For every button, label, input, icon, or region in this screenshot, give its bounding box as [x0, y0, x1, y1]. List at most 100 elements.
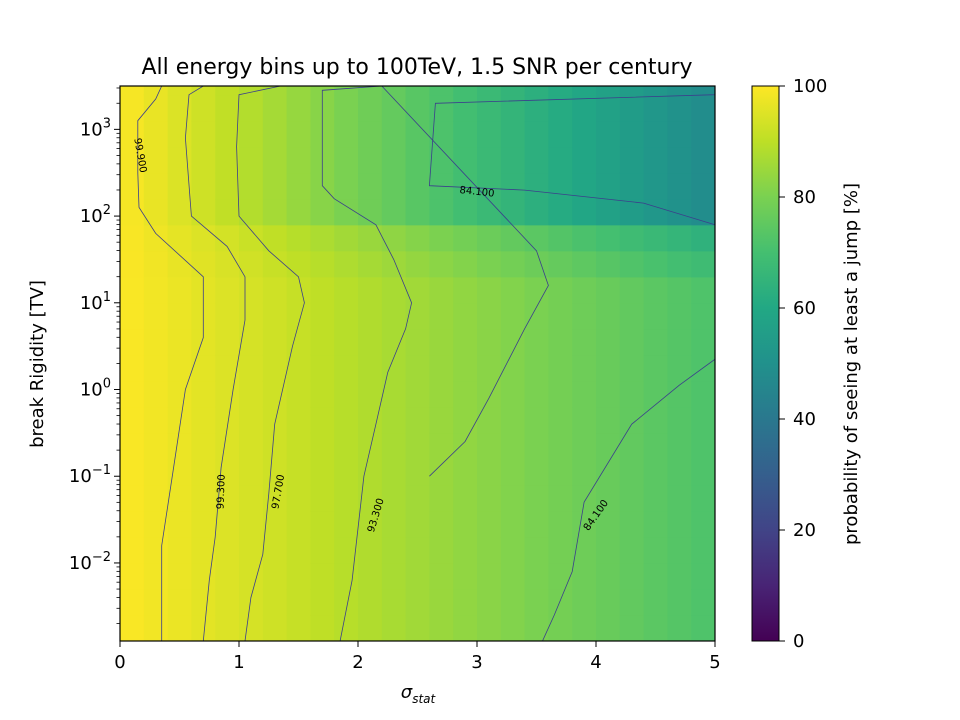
heatmap-cell: [334, 120, 359, 148]
heatmap-cell: [643, 224, 668, 252]
heatmap-cell: [191, 120, 216, 148]
heatmap-cell: [358, 380, 383, 408]
heatmap-cell: [334, 510, 359, 538]
heatmap-cell: [453, 614, 478, 641]
heatmap-cell: [381, 224, 407, 252]
heatmap-cell: [453, 198, 478, 226]
heatmap-cell: [477, 484, 502, 512]
heatmap-cell: [691, 198, 715, 226]
heatmap-cell: [286, 354, 311, 382]
heatmap-cell: [405, 614, 430, 641]
heatmap-cell: [167, 588, 192, 616]
heatmap-cell: [572, 224, 597, 252]
heatmap-cell: [500, 380, 526, 408]
heatmap-cell: [143, 276, 169, 304]
heatmap-cell: [381, 432, 407, 460]
heatmap-cell: [358, 250, 383, 278]
heatmap-cell: [405, 536, 430, 564]
heatmap-cell: [358, 354, 383, 382]
heatmap-cell: [120, 250, 145, 278]
heatmap-cell: [524, 120, 549, 148]
heatmap-cell: [120, 510, 145, 538]
heatmap-cell: [667, 120, 692, 148]
heatmap-cell: [262, 86, 288, 96]
heatmap-cell: [215, 510, 240, 538]
heatmap-cell: [667, 458, 692, 486]
heatmap-cell: [643, 276, 668, 304]
heatmap-cell: [596, 380, 621, 408]
colorbar-tick-label: 20: [793, 520, 816, 541]
heatmap-cell: [548, 536, 573, 564]
heatmap-cell: [381, 146, 407, 174]
heatmap-cell: [596, 94, 621, 122]
heatmap-cell: [286, 198, 311, 226]
heatmap-cell: [477, 588, 502, 616]
heatmap-cell: [143, 484, 169, 512]
heatmap-cell: [405, 562, 430, 590]
heatmap-cell: [215, 302, 240, 330]
heatmap-cell: [286, 276, 311, 304]
heatmap-cell: [429, 302, 454, 330]
heatmap-cell: [405, 94, 430, 122]
heatmap-cell: [286, 614, 311, 641]
heatmap-cell: [239, 406, 264, 434]
heatmap-cell: [334, 406, 359, 434]
heatmap-cell: [405, 224, 430, 252]
heatmap-cell: [524, 86, 549, 96]
heatmap-cell: [191, 86, 216, 96]
heatmap-cell: [215, 198, 240, 226]
heatmap-cell: [477, 536, 502, 564]
heatmap-cell: [548, 94, 573, 122]
heatmap-cell: [500, 432, 526, 460]
heatmap-cell: [500, 302, 526, 330]
heatmap-cell: [215, 120, 240, 148]
heatmap-cell: [691, 614, 715, 641]
heatmap-cell: [429, 536, 454, 564]
heatmap-cell: [643, 458, 668, 486]
heatmap-cell: [286, 510, 311, 538]
heatmap-cell: [143, 146, 169, 174]
heatmap-cell: [691, 276, 715, 304]
heatmap-cell: [334, 432, 359, 460]
x-tick-label: 3: [471, 652, 482, 673]
heatmap-cell: [191, 224, 216, 252]
heatmap-cell: [572, 484, 597, 512]
heatmap-cell: [262, 562, 288, 590]
heatmap-cell: [524, 510, 549, 538]
heatmap-cell: [405, 120, 430, 148]
colorbar-label: probability of seeing at least a jump [%…: [841, 183, 862, 545]
heatmap-cell: [405, 354, 430, 382]
heatmap-cell: [524, 432, 549, 460]
heatmap-cell: [667, 510, 692, 538]
heatmap-cell: [143, 614, 169, 641]
heatmap-cell: [120, 536, 145, 564]
heatmap-cell: [524, 198, 549, 226]
heatmap-cell: [477, 328, 502, 356]
heatmap-cell: [667, 588, 692, 616]
colorbar: [751, 85, 780, 642]
heatmap-cell: [381, 276, 407, 304]
heatmap-cell: [691, 562, 715, 590]
heatmap-cell: [429, 146, 454, 174]
heatmap-cell: [120, 276, 145, 304]
heatmap-cell: [596, 406, 621, 434]
heatmap-cell: [286, 172, 311, 200]
heatmap-cell: [572, 86, 597, 96]
heatmap-cell: [381, 328, 407, 356]
heatmap-cell: [286, 562, 311, 590]
heatmap-cell: [453, 86, 478, 96]
heatmap-cell: [572, 458, 597, 486]
heatmap-cell: [572, 120, 597, 148]
heatmap-cell: [691, 484, 715, 512]
heatmap-cell: [548, 432, 573, 460]
y-tick-label: 100: [80, 377, 111, 401]
contour-label: 84.100: [459, 185, 495, 200]
heatmap-cell: [548, 588, 573, 616]
heatmap-cell: [381, 458, 407, 486]
heatmap-cell: [691, 432, 715, 460]
heatmap-cell: [500, 354, 526, 382]
heatmap-cell: [191, 146, 216, 174]
heatmap-cell: [572, 562, 597, 590]
heatmap-cell: [477, 94, 502, 122]
